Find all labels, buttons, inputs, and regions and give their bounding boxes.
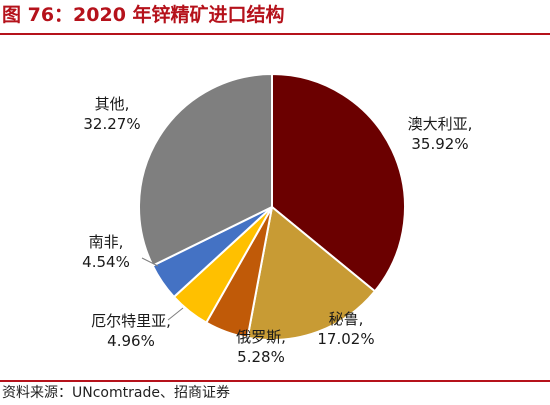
pie-slice-other: [138, 72, 273, 268]
slice-value-label-russia: 5.28%: [237, 348, 285, 366]
source-note: 资料来源：UNcomtrade、招商证券: [2, 385, 230, 401]
title-rule: [0, 33, 550, 35]
pie-chart: 澳大利亚, 35.92% 秘鲁, 17.02% 俄罗斯, 5.28% 厄尔特里亚, 4.96%…: [82, 72, 473, 366]
slice-value-label-peru: 17.02%: [317, 330, 374, 348]
slice-value-label-other: 32.27%: [83, 115, 140, 133]
slice-value-label-eritrea: 4.96%: [107, 332, 155, 350]
slice-name-label-south-africa: 南非,: [89, 233, 124, 251]
pie-slice-peru: [246, 205, 377, 341]
pie-slice-australia: [271, 72, 406, 293]
slice-name-label-other: 其他,: [95, 95, 130, 113]
leader-line-eritrea: [167, 307, 184, 321]
source-rule: [0, 380, 550, 382]
slice-name-label-australia: 澳大利亚,: [408, 115, 473, 133]
slice-name-label-russia: 俄罗斯,: [236, 328, 286, 346]
slice-value-label-australia: 35.92%: [411, 135, 468, 153]
slice-name-label-eritrea: 厄尔特里亚,: [91, 312, 171, 330]
figure-title: 图 76：2020 年锌精矿进口结构: [2, 4, 285, 26]
slice-value-label-south-africa: 4.54%: [82, 253, 130, 271]
slice-name-label-peru: 秘鲁,: [329, 310, 364, 328]
leader-line-south-africa: [141, 257, 159, 267]
